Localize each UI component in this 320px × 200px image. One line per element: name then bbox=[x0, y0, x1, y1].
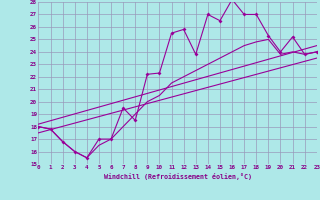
X-axis label: Windchill (Refroidissement éolien,°C): Windchill (Refroidissement éolien,°C) bbox=[104, 173, 252, 180]
